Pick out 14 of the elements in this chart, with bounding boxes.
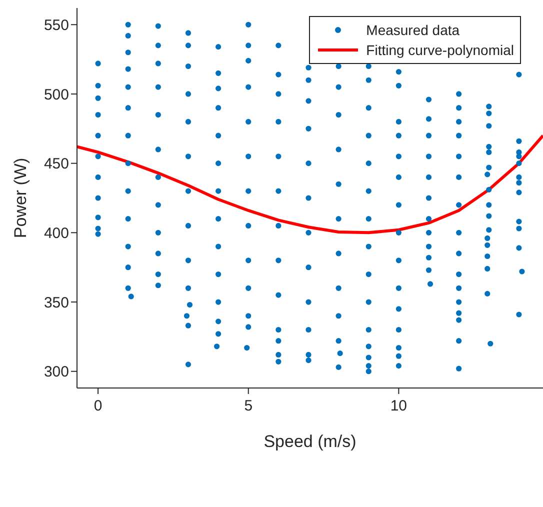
y-tick-label: 400 [44, 224, 69, 242]
legend-label: Fitting curve-polynomial [366, 42, 514, 58]
y-tick-label: 500 [44, 86, 69, 104]
y-axis-title: Power (W) [11, 158, 30, 238]
x-tick-label: 10 [390, 398, 408, 415]
x-tick-label: 5 [244, 398, 253, 415]
y-tick-label: 550 [44, 16, 69, 34]
y-tick-label: 300 [44, 364, 69, 381]
x-tick-label: 0 [94, 398, 102, 415]
line-series [77, 134, 543, 234]
x-axis-title: Speed (m/s) [264, 432, 356, 451]
legend-label: Measured data [366, 22, 460, 38]
y-tick-label: 450 [44, 156, 69, 173]
y-tick-label: 350 [44, 294, 69, 312]
